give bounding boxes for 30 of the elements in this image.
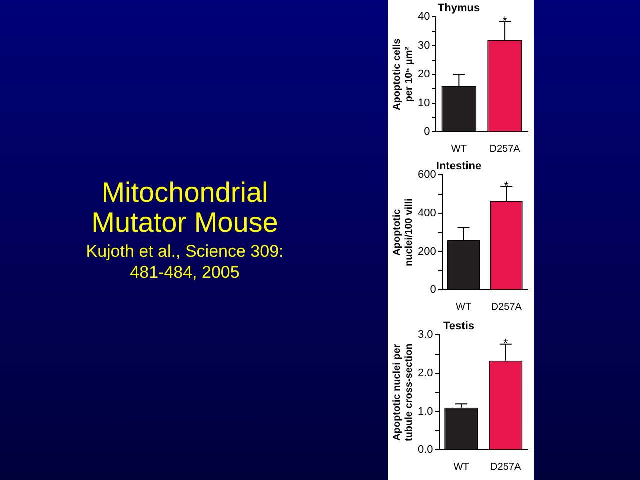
chart-title: Thymus [438,2,480,15]
y-axis-title: Apoptotic cells per 10⁵ μm² [392,38,415,110]
x-tick-label: D257A [490,144,521,155]
annotation: * [504,179,510,194]
text: Kujoth et al., Science 309: 481-484, 2005 [85,241,285,283]
y-tick-label: 2.0 [418,368,434,380]
y-tick-label: 400 [418,208,436,220]
y-tick-label: 40 [418,11,430,24]
x-tick-label: D257A [490,462,522,473]
y-tick-label: 200 [418,246,436,258]
y-axis-title: Apoptotic nuclei per tubule cross-section [392,344,415,442]
annotation: * [502,14,508,28]
y-tick-label: 600 [418,169,436,182]
y-tick-label: 20 [418,68,430,81]
y-tick-label: 3.0 [418,329,434,342]
chart-title: Testis [444,320,474,333]
y-tick-label: 10 [418,97,430,110]
x-tick-label: D257A [491,302,522,313]
y-tick-label: 0 [430,284,436,296]
x-tick-label: WT [454,462,470,473]
x-tick-label: WT [451,144,467,155]
y-tick-label: 0.0 [418,444,434,456]
y-tick-label: 1.0 [418,406,434,418]
y-axis-title: Apoptotic nuclei/100 villi [392,198,415,267]
x-tick-label: WT [456,302,472,313]
text: Mitochondrial Mutator Mouse [90,177,280,238]
annotation: * [503,336,508,350]
y-tick-label: 30 [418,40,430,52]
y-tick-label: 0 [424,126,430,138]
chart-title: Intestine [436,160,482,173]
